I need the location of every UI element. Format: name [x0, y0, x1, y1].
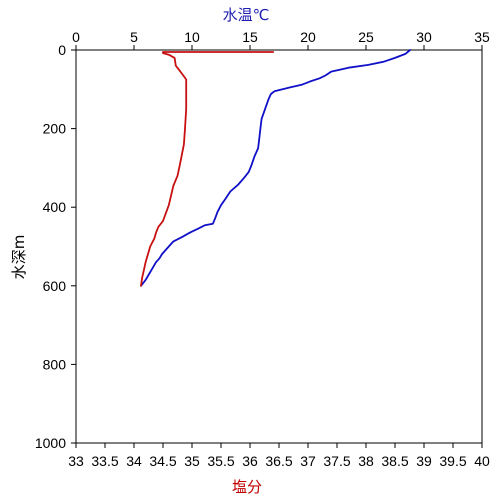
- bottom-tick-label: 35: [184, 453, 200, 469]
- bottom-tick-label: 38.5: [381, 453, 408, 469]
- top-tick-label: 35: [474, 29, 490, 45]
- temperature-profile-line: [140, 49, 412, 287]
- left-tick-label: 800: [43, 356, 67, 372]
- left-tick-label: 200: [43, 121, 67, 137]
- top-tick-label: 30: [416, 29, 432, 45]
- bottom-tick-label: 34: [126, 453, 142, 469]
- bottom-tick-label: 36.5: [265, 453, 292, 469]
- bottom-tick-label: 37.5: [323, 453, 350, 469]
- left-axis-title: 水深m: [10, 235, 28, 280]
- plot-border: [75, 49, 483, 444]
- left-axis-ticks: 0 200 400 600 800 1000: [35, 42, 76, 451]
- top-tick-label: 0: [72, 29, 80, 45]
- bottom-tick-label: 35.5: [207, 453, 234, 469]
- bottom-tick-label: 38: [358, 453, 374, 469]
- left-tick-label: 600: [43, 278, 67, 294]
- bottom-tick-label: 36: [242, 453, 258, 469]
- bottom-axis-ticks: 33 33.5 34 34.5 35 35.5 36 36.5 37 37.5 38 38.5 39 39…: [68, 443, 490, 469]
- plot-area: [75, 49, 483, 444]
- left-tick-label: 400: [43, 199, 67, 215]
- bottom-tick-label: 33.5: [91, 453, 118, 469]
- top-tick-label: 15: [242, 29, 258, 45]
- top-axis-title: 水温℃: [223, 6, 270, 24]
- bottom-tick-label: 37: [300, 453, 316, 469]
- left-tick-label: 0: [58, 42, 66, 58]
- top-tick-label: 5: [130, 29, 138, 45]
- bottom-tick-label: 39: [416, 453, 432, 469]
- top-axis-ticks: 0 5 10 15 20 25 30 35: [72, 29, 490, 50]
- bottom-tick-label: 34.5: [149, 453, 176, 469]
- top-tick-label: 25: [358, 29, 374, 45]
- top-tick-label: 10: [184, 29, 200, 45]
- salinity-profile-line: [140, 51, 275, 287]
- bottom-tick-label: 39.5: [439, 453, 466, 469]
- bottom-tick-label: 40: [474, 453, 490, 469]
- top-tick-label: 20: [300, 29, 316, 45]
- left-tick-label: 1000: [35, 435, 66, 451]
- bottom-axis-title: 塩分: [232, 478, 262, 496]
- series-layer: [140, 49, 412, 287]
- bottom-tick-label: 33: [68, 453, 84, 469]
